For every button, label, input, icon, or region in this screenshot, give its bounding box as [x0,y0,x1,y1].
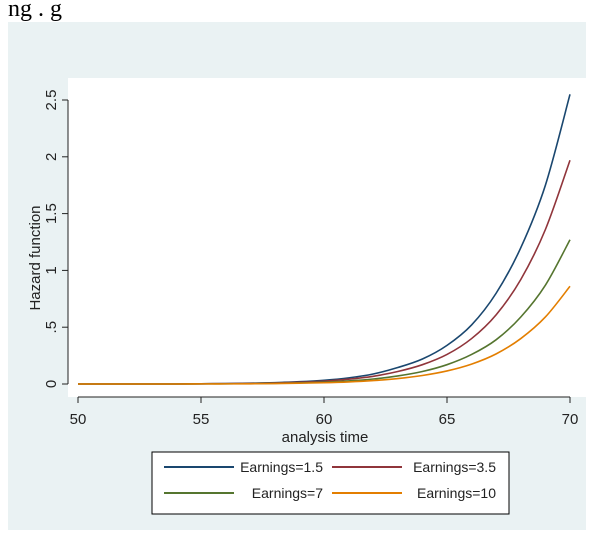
y-axis: 0 .5 1 1.5 2 2.5 [43,90,69,388]
x-tick-label: 60 [316,411,333,428]
x-tick-label: 65 [439,411,456,428]
legend: Earnings=1.5 Earnings=3.5 Earnings=7 Earnin… [151,451,510,515]
legend-label: Earnings=1.5 [240,459,323,475]
legend-label: Earnings=3.5 [413,459,496,475]
series-lines [77,94,571,385]
y-tick-label: 2.5 [43,90,60,111]
y-tick-label: 1.5 [43,203,60,224]
x-tick-label: 55 [193,411,210,428]
plot-area [68,78,588,397]
legend-label: Earnings=7 [252,485,323,501]
x-axis-title: analysis time [282,429,369,446]
y-tick-label: 0 [43,380,60,388]
y-tick-label: 1 [43,266,60,274]
page-caption: ng . g [8,0,62,22]
legend-box [151,451,510,515]
y-tick-label: .5 [43,321,60,334]
x-axis: 50 55 60 65 70 [70,396,579,428]
y-axis-title: Hazard function [27,205,44,310]
x-tick-label: 50 [70,411,87,428]
legend-label: Earnings=10 [417,485,496,501]
x-tick-label: 70 [562,411,579,428]
y-tick-label: 2 [43,153,60,161]
series-line [77,285,571,385]
